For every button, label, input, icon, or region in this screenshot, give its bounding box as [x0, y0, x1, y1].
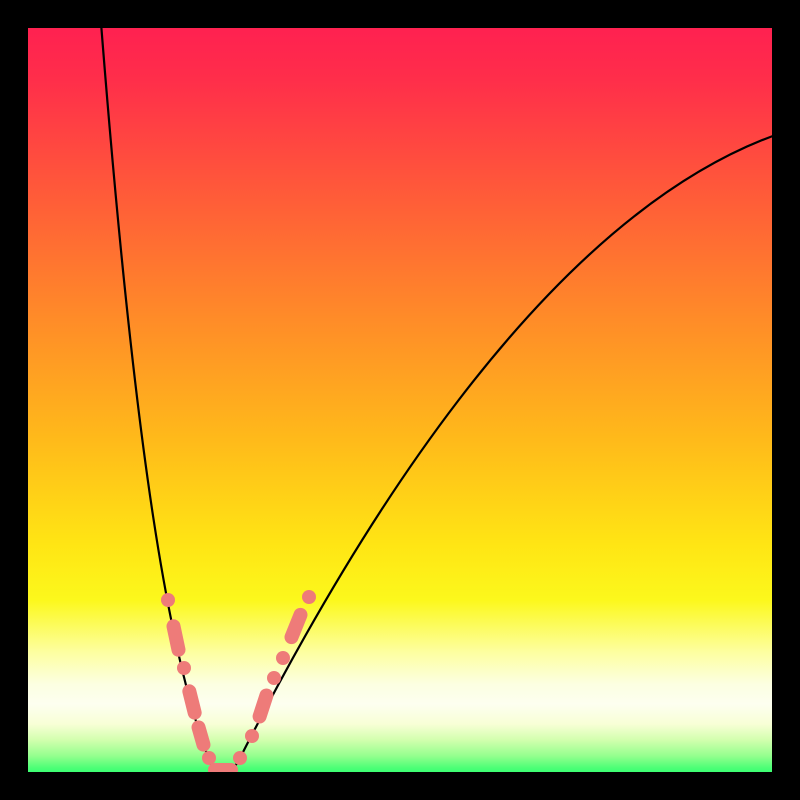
attribution-text: TheBottleneck.com	[597, 0, 794, 24]
chart-canvas: TheBottleneck.com	[0, 0, 800, 800]
bottleneck-curve	[0, 0, 800, 800]
